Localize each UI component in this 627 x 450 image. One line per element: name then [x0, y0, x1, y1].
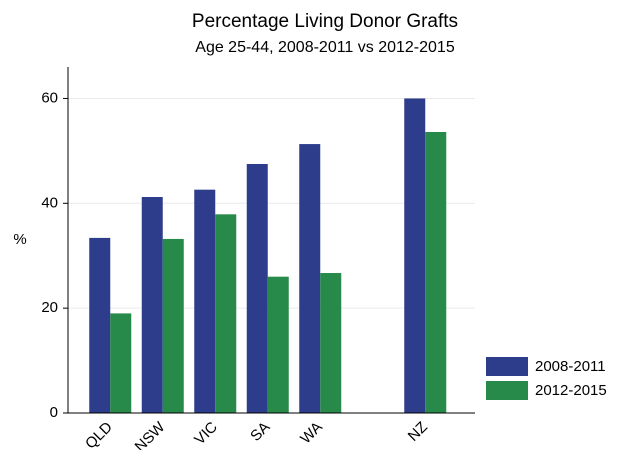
bar: [320, 273, 342, 413]
bar: [141, 197, 163, 413]
bar: [89, 237, 111, 413]
bar: [215, 214, 237, 413]
y-tick-label: 60: [41, 89, 58, 106]
y-tick-label: 0: [50, 404, 58, 421]
bar: [110, 313, 132, 413]
y-axis-label: %: [13, 231, 26, 248]
y-tick-label: 40: [41, 194, 58, 211]
legend-label: 2008-2011: [535, 358, 606, 375]
bar: [194, 189, 216, 413]
legend-swatch: [486, 381, 528, 400]
chart-subtitle: Age 25-44, 2008-2011 vs 2012-2015: [195, 39, 455, 56]
y-tick-label: 20: [41, 299, 58, 316]
bar: [404, 98, 426, 414]
bar: [162, 238, 184, 413]
chart-title: Percentage Living Donor Grafts: [192, 11, 458, 32]
bar: [246, 163, 268, 413]
bar: [299, 144, 321, 413]
bar: [425, 132, 447, 414]
legend-swatch: [486, 357, 528, 376]
bar: [267, 276, 289, 413]
legend-label: 2012-2015: [535, 382, 607, 399]
